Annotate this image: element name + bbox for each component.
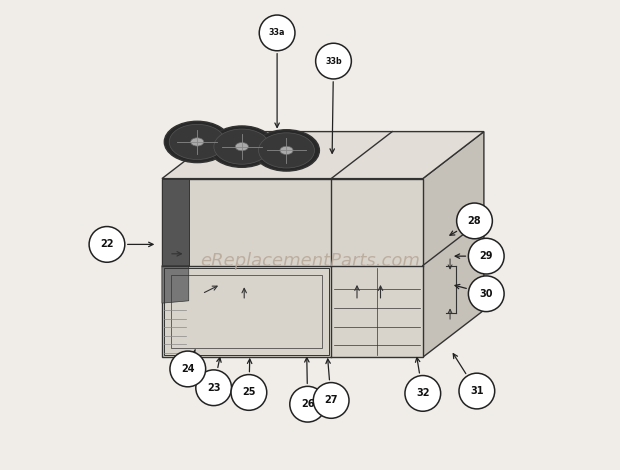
Text: 25: 25 — [242, 387, 255, 398]
Text: 26: 26 — [301, 399, 314, 409]
Circle shape — [231, 375, 267, 410]
Circle shape — [405, 376, 441, 411]
Circle shape — [459, 373, 495, 409]
Polygon shape — [423, 132, 484, 357]
Ellipse shape — [254, 130, 319, 171]
Ellipse shape — [209, 126, 275, 167]
Polygon shape — [162, 179, 188, 266]
Text: 22: 22 — [100, 239, 113, 250]
Text: 27: 27 — [324, 395, 338, 406]
Text: 24: 24 — [181, 364, 195, 374]
Circle shape — [468, 276, 504, 312]
Text: 32: 32 — [416, 388, 430, 399]
Text: 33a: 33a — [269, 28, 285, 38]
Ellipse shape — [235, 142, 249, 151]
Text: 31: 31 — [470, 386, 484, 396]
Ellipse shape — [259, 133, 314, 168]
Circle shape — [259, 15, 295, 51]
Circle shape — [468, 238, 504, 274]
Text: 29: 29 — [479, 251, 493, 261]
Circle shape — [313, 383, 349, 418]
Circle shape — [290, 386, 326, 422]
Text: eReplacementParts.com: eReplacementParts.com — [200, 252, 420, 270]
Circle shape — [196, 370, 231, 406]
Ellipse shape — [280, 146, 293, 155]
Text: 28: 28 — [467, 216, 481, 226]
Circle shape — [170, 351, 206, 387]
Circle shape — [316, 43, 352, 79]
Ellipse shape — [164, 121, 230, 163]
Circle shape — [89, 227, 125, 262]
Ellipse shape — [214, 129, 270, 164]
Polygon shape — [162, 266, 188, 303]
Text: 33b: 33b — [325, 56, 342, 66]
Polygon shape — [162, 179, 423, 357]
Polygon shape — [162, 132, 484, 179]
Text: 23: 23 — [207, 383, 220, 393]
Ellipse shape — [169, 125, 225, 159]
Ellipse shape — [190, 138, 204, 146]
Text: 30: 30 — [479, 289, 493, 299]
Circle shape — [457, 203, 492, 239]
